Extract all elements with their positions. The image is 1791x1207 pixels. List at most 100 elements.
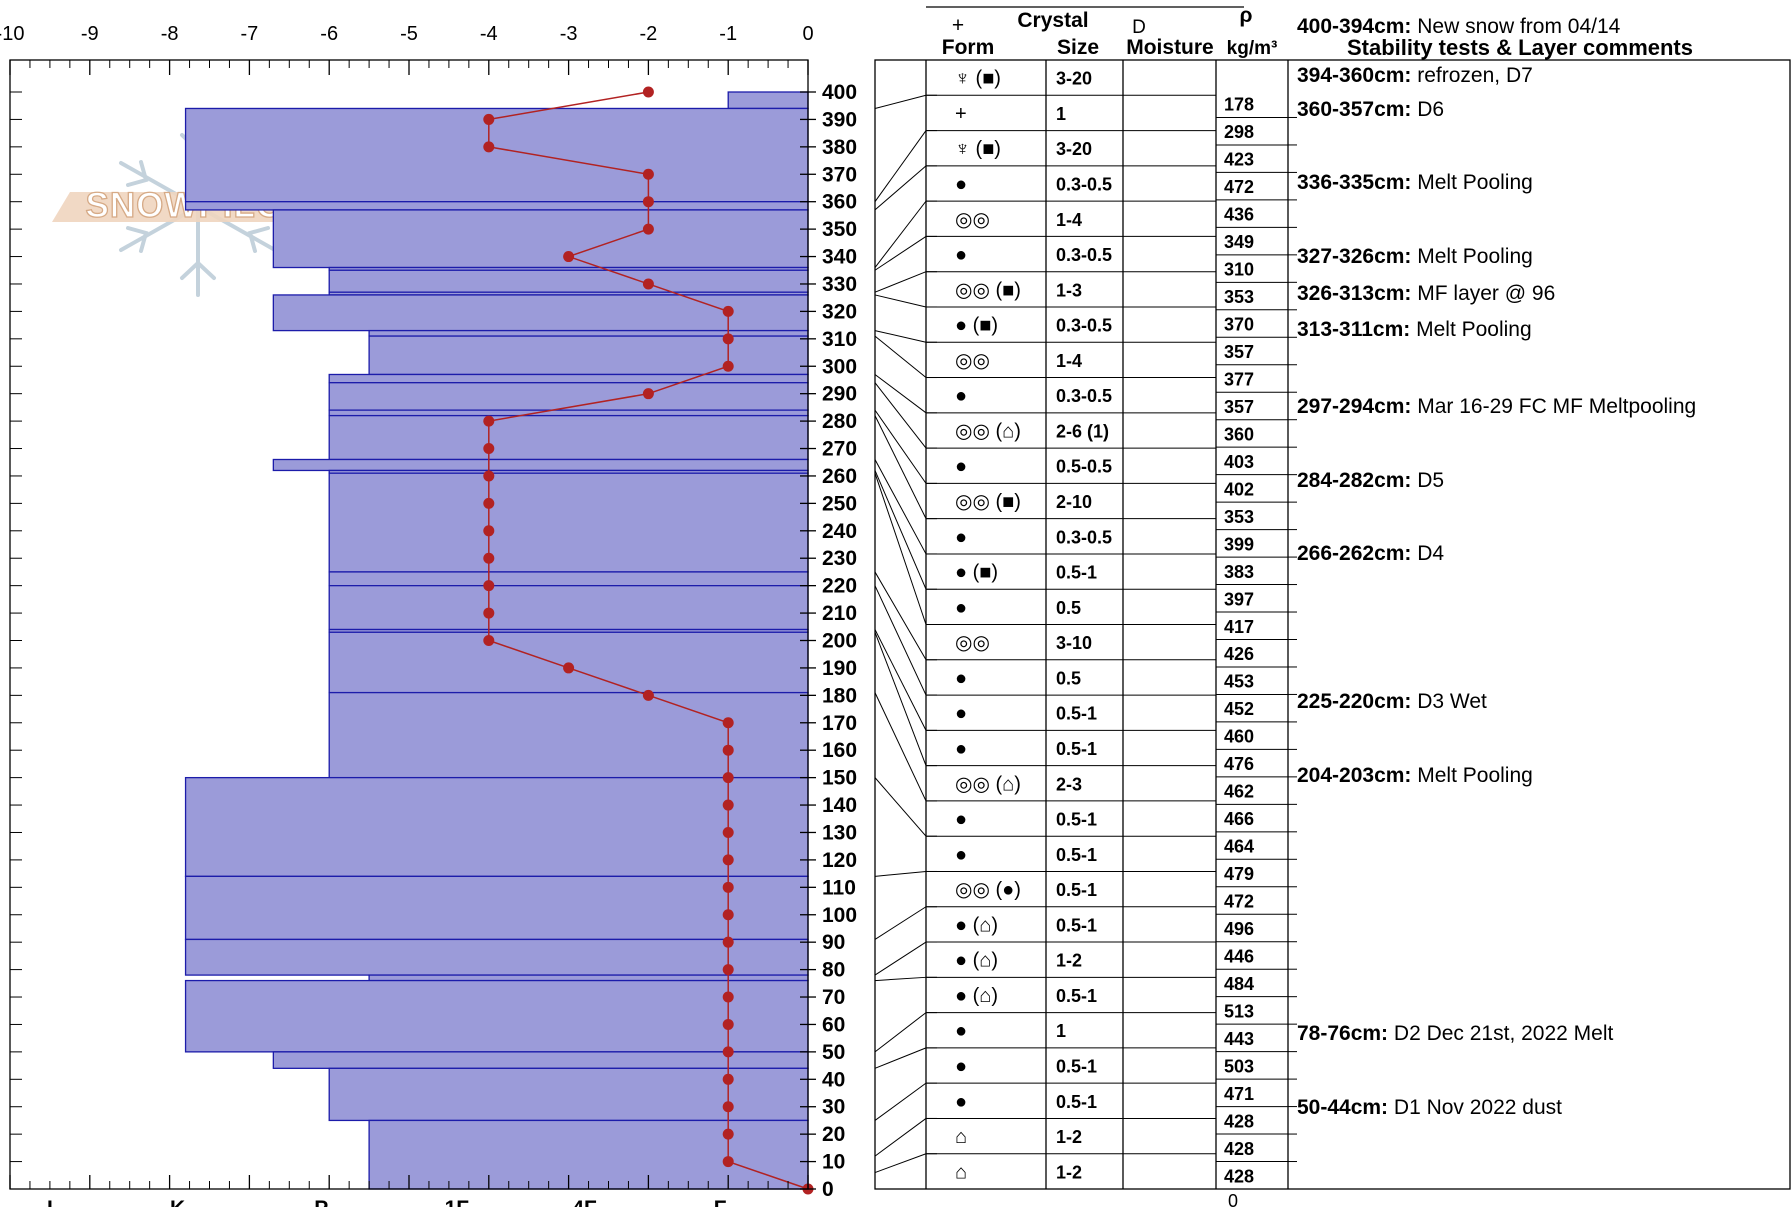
grain-size-text: 1-4 — [1056, 210, 1082, 230]
height-tick-label: 160 — [822, 739, 857, 762]
grain-form-text: ⌂ — [955, 1126, 967, 1148]
temperature-point — [722, 854, 734, 866]
layer-connector-line — [874, 94, 927, 109]
grain-size-text: 0.5-1 — [1056, 563, 1097, 583]
temperature-point — [722, 1073, 734, 1085]
temperature-point — [483, 141, 495, 153]
density-value: 360 — [1224, 424, 1254, 444]
temperature-point — [722, 964, 734, 976]
hardness-layer-bar — [328, 472, 809, 573]
grain-form-text: ● (■) — [955, 562, 998, 584]
hardness-layer-bar — [328, 382, 809, 411]
density-value: 349 — [1224, 232, 1254, 252]
density-axis-label: 0 — [1228, 1191, 1238, 1207]
temperature-point — [722, 1101, 734, 1113]
density-value: 476 — [1224, 754, 1254, 774]
temperature-point — [722, 799, 734, 811]
temperature-point — [722, 909, 734, 921]
grain-size-text: 3-10 — [1056, 633, 1092, 653]
layer-connector-line — [874, 585, 927, 696]
temperature-point — [483, 525, 495, 537]
hardness-layer-bar — [328, 414, 809, 461]
grain-form-text: ● (⌂) — [955, 950, 998, 972]
grain-size-text: 0.5-1 — [1056, 845, 1097, 865]
density-value: 397 — [1224, 589, 1254, 609]
chart-axes: -10-9-8-7-6-5-4-3-2-10IKP1F4FF0102030405… — [0, 23, 857, 1207]
layer-comments: 400-394cm: New snow from 04/14 394-360cm:… — [1297, 15, 1696, 1119]
layer-comment: 78-76cm: D2 Dec 21st, 2022 Melt — [1297, 1022, 1614, 1045]
grain-form-text: + — [955, 103, 967, 125]
grain-size-text: 1 — [1056, 1021, 1066, 1041]
hardness-layer-bar — [328, 373, 809, 384]
layer-comment-label: 327-326cm: — [1297, 245, 1411, 268]
layer-connector-line — [874, 777, 927, 837]
density-value: 472 — [1224, 892, 1254, 912]
layer-comment: 50-44cm: D1 Nov 2022 dust — [1297, 1096, 1562, 1119]
height-tick-label: 0 — [822, 1178, 834, 1201]
grain-form-text: ● — [955, 1056, 967, 1078]
layer-comment-label: 284-282cm: — [1297, 469, 1411, 492]
hardness-layers — [184, 91, 809, 1190]
grain-form-text: ● — [955, 385, 967, 407]
density-value: 377 — [1224, 369, 1254, 389]
density-value: 426 — [1224, 644, 1254, 664]
layer-comment: 327-326cm: Melt Pooling — [1297, 245, 1533, 268]
grain-size-text: 3-20 — [1056, 139, 1092, 159]
height-tick-label: 340 — [822, 246, 857, 269]
grain-form-text: ● — [955, 526, 967, 548]
grain-form-text: ◎◎ (■) — [955, 279, 1021, 301]
density-value: 310 — [1224, 260, 1254, 280]
temperature-point — [722, 991, 734, 1003]
height-tick-label: 140 — [822, 794, 857, 817]
layer-connector-line — [874, 200, 927, 268]
height-tick-label: 280 — [822, 410, 857, 433]
height-tick-label: 30 — [822, 1096, 845, 1119]
density-value: 428 — [1224, 1166, 1254, 1186]
grain-size-text: 1-2 — [1056, 951, 1082, 971]
temperature-tick-label: 0 — [802, 23, 813, 45]
layer-comment-text: D2 Dec 21st, 2022 Melt — [1388, 1022, 1613, 1045]
hardness-layer-bar — [184, 107, 809, 203]
grain-form-text: ◎◎ (●) — [955, 879, 1021, 901]
grain-size-text: 0.5-1 — [1056, 704, 1097, 724]
density-value: 462 — [1224, 782, 1254, 802]
density-value: 496 — [1224, 919, 1254, 939]
density-value: 383 — [1224, 562, 1254, 582]
layer-connector-line — [874, 1047, 927, 1069]
grain-form-text: ● — [955, 738, 967, 760]
layer-comment-text: D3 Wet — [1411, 690, 1487, 713]
density-value: 446 — [1224, 946, 1254, 966]
height-tick-label: 290 — [822, 383, 857, 406]
hardness-label: P — [314, 1197, 328, 1207]
hardness-layer-bar — [184, 776, 809, 878]
grain-form-text: ● (■) — [955, 315, 998, 337]
hardness-layer-bar — [368, 1119, 809, 1190]
grain-size-text: 0.5-1 — [1056, 986, 1097, 1006]
layer-connector-line — [874, 470, 927, 590]
density-value: 484 — [1224, 974, 1254, 994]
layer-connector-line — [874, 870, 927, 877]
grain-form-text: ● — [955, 667, 967, 689]
layer-comment: 266-262cm: D4 — [1297, 542, 1444, 565]
temperature-point — [642, 278, 654, 290]
layer-connector-line — [874, 976, 927, 982]
temperature-tick-label: -3 — [560, 23, 578, 45]
grain-size-text: 0.5-1 — [1056, 880, 1097, 900]
grain-size-text: 0.5-1 — [1056, 915, 1097, 935]
grain-form-text: ● — [955, 1020, 967, 1042]
layer-connector-line — [874, 473, 927, 625]
layer-connector-line — [874, 632, 927, 766]
hardness-layer-bar — [184, 875, 809, 941]
density-value: 399 — [1224, 534, 1254, 554]
temperature-point — [483, 635, 495, 646]
temperature-point — [722, 1046, 734, 1058]
layer-comment: 326-313cm: MF layer @ 96 — [1297, 282, 1555, 305]
layer-comment-text: Melt Pooling — [1410, 318, 1531, 341]
height-tick-label: 190 — [822, 657, 857, 680]
hardness-label: 1F — [445, 1197, 470, 1207]
grain-size-text: 0.5-1 — [1056, 1092, 1097, 1112]
layer-connector-line — [874, 906, 927, 940]
grain-size-text: 0.5-1 — [1056, 810, 1097, 830]
layer-comment-label: 394-360cm: — [1297, 64, 1411, 87]
header-rho-unit: kg/m³ — [1227, 38, 1278, 59]
